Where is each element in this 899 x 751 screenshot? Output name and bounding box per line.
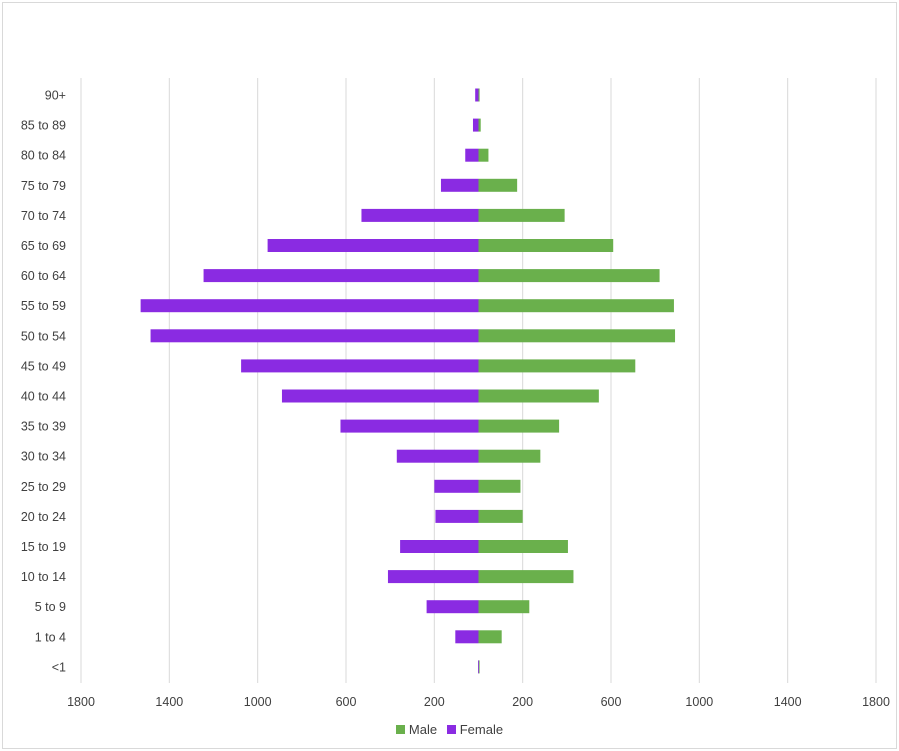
- category-label: 80 to 84: [21, 149, 66, 163]
- bar-male: [478, 208, 565, 222]
- x-tick-label: 600: [336, 695, 357, 709]
- category-label: 70 to 74: [21, 209, 66, 223]
- bar-male: [478, 509, 523, 523]
- bar-female: [140, 299, 479, 313]
- category-label: 85 to 89: [21, 119, 66, 133]
- bar-female: [361, 208, 479, 222]
- bar-male: [478, 148, 489, 162]
- bar-male: [478, 570, 574, 584]
- legend-swatch-female: [446, 725, 456, 734]
- category-label: 30 to 34: [21, 450, 66, 464]
- legend-swatch-male: [395, 725, 405, 734]
- x-tick-label: 1000: [685, 695, 713, 709]
- bar-female: [387, 570, 479, 584]
- x-tick-label: 1000: [244, 695, 272, 709]
- category-label: 35 to 39: [21, 420, 66, 434]
- category-labels: 90+ 85 to 89 80 to 84 75 to 79 70 to 74 65 to…: [21, 89, 66, 675]
- bar-female: [241, 359, 479, 373]
- bar-male: [478, 389, 599, 403]
- category-label: <1: [52, 660, 66, 674]
- bar-male: [478, 419, 560, 433]
- x-tick-label: 600: [601, 695, 622, 709]
- bar-female: [434, 479, 479, 493]
- legend-label-female: Female: [459, 722, 504, 737]
- category-label: 1 to 4: [35, 630, 66, 644]
- category-label: 90+: [45, 89, 66, 103]
- x-tick-label: 1800: [67, 695, 95, 709]
- x-tick-label: 1400: [155, 695, 183, 709]
- x-tick-labels: 1800 1400 1000 600 200 200 600 1000 1400 1800: [67, 695, 890, 709]
- category-label: 60 to 64: [21, 269, 66, 283]
- bar-female: [440, 178, 479, 192]
- bar-male: [478, 269, 660, 283]
- bar-male: [478, 600, 530, 614]
- x-tick-label: 1400: [774, 695, 802, 709]
- legend: Male Female: [0, 722, 899, 737]
- bar-female: [396, 449, 479, 463]
- legend-label-male: Male: [408, 722, 438, 737]
- bar-male: [478, 359, 636, 373]
- category-label: 45 to 49: [21, 359, 66, 373]
- bar-male: [478, 660, 480, 674]
- gridlines: [80, 78, 877, 683]
- category-label: 25 to 29: [21, 480, 66, 494]
- bar-female: [267, 239, 479, 252]
- bar-male: [478, 178, 518, 192]
- bar-female: [435, 509, 479, 523]
- category-label: 65 to 69: [21, 239, 66, 253]
- category-label: 40 to 44: [21, 390, 66, 404]
- category-label: 20 to 24: [21, 510, 66, 524]
- bar-female: [426, 600, 479, 614]
- legend-item-female: Female: [446, 722, 504, 737]
- bar-female: [340, 419, 479, 433]
- legend-item-male: Male: [395, 722, 438, 737]
- bar-female: [400, 540, 479, 553]
- bar-male: [478, 540, 568, 553]
- category-label: 5 to 9: [35, 600, 66, 614]
- bar-male: [478, 449, 541, 463]
- x-tick-label: 200: [424, 695, 445, 709]
- bar-female: [478, 660, 479, 674]
- category-label: 55 to 59: [21, 299, 66, 313]
- bar-female: [475, 88, 479, 102]
- category-label: 10 to 14: [21, 570, 66, 584]
- bar-male: [478, 88, 480, 102]
- bar-male: [478, 630, 502, 644]
- bar-male: [478, 239, 614, 252]
- bar-female: [465, 148, 479, 162]
- bar-female: [203, 269, 479, 283]
- x-tick-label: 1800: [862, 695, 890, 709]
- bar-female: [455, 630, 479, 644]
- bars: [140, 88, 676, 674]
- bar-male: [478, 299, 674, 313]
- category-label: 15 to 19: [21, 540, 66, 554]
- bar-female: [472, 118, 479, 132]
- bar-female: [150, 329, 479, 343]
- bar-male: [478, 118, 481, 132]
- category-label: 50 to 54: [21, 329, 66, 343]
- bar-male: [478, 329, 676, 343]
- bar-male: [478, 479, 521, 493]
- category-label: 75 to 79: [21, 179, 66, 193]
- bar-female: [281, 389, 479, 403]
- x-tick-label: 200: [512, 695, 533, 709]
